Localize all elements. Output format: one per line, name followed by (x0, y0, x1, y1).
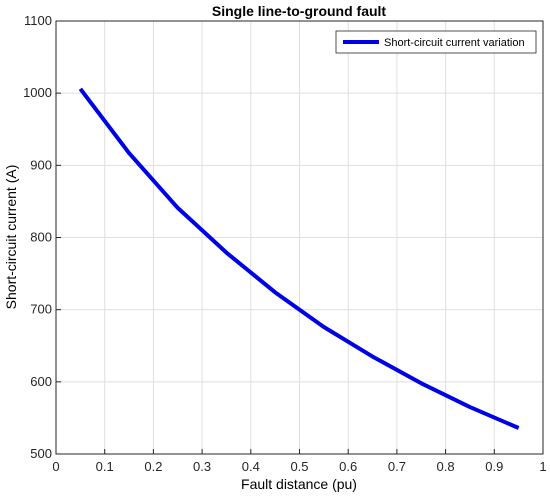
y-tick-label: 700 (30, 302, 52, 317)
x-tick-label: 0.4 (242, 459, 260, 474)
x-tick-label: 0.6 (339, 459, 357, 474)
y-tick-label: 800 (30, 230, 52, 245)
chart-title: Single line-to-ground fault (212, 3, 387, 19)
x-tick-label: 0.2 (144, 459, 162, 474)
legend: Short-circuit current variation (335, 30, 537, 54)
y-tick-label: 1000 (23, 85, 52, 100)
y-axis-title: Short-circuit current (A) (3, 165, 19, 310)
series-lines (78, 87, 520, 430)
y-tick-label: 1100 (24, 13, 52, 28)
y-tick-label: 600 (30, 374, 52, 389)
series-line (78, 87, 520, 430)
legend-box (335, 30, 537, 54)
x-tick-label: 0.5 (290, 459, 308, 474)
y-tick-label: 500 (30, 446, 52, 461)
x-tick-label: 0.9 (485, 459, 503, 474)
x-tick-label: 0.1 (96, 459, 114, 474)
x-axis-ticks: 0 0.1 0.2 0.3 0.4 0.5 0.6 0.7 0.8 0.9 1 (52, 449, 547, 474)
x-tick-label: 1 (539, 459, 546, 474)
x-tick-label: 0.3 (193, 459, 211, 474)
x-tick-label: 0 (52, 459, 59, 474)
x-tick-label: 0.7 (388, 459, 406, 474)
legend-series-label: Short-circuit current variation (384, 37, 525, 49)
x-axis-title: Fault distance (pu) (241, 476, 357, 492)
x-tick-label: 0.8 (437, 459, 455, 474)
y-tick-label: 900 (30, 157, 52, 172)
y-axis-ticks: 500 600 700 800 900 1000 1100 (23, 13, 61, 461)
